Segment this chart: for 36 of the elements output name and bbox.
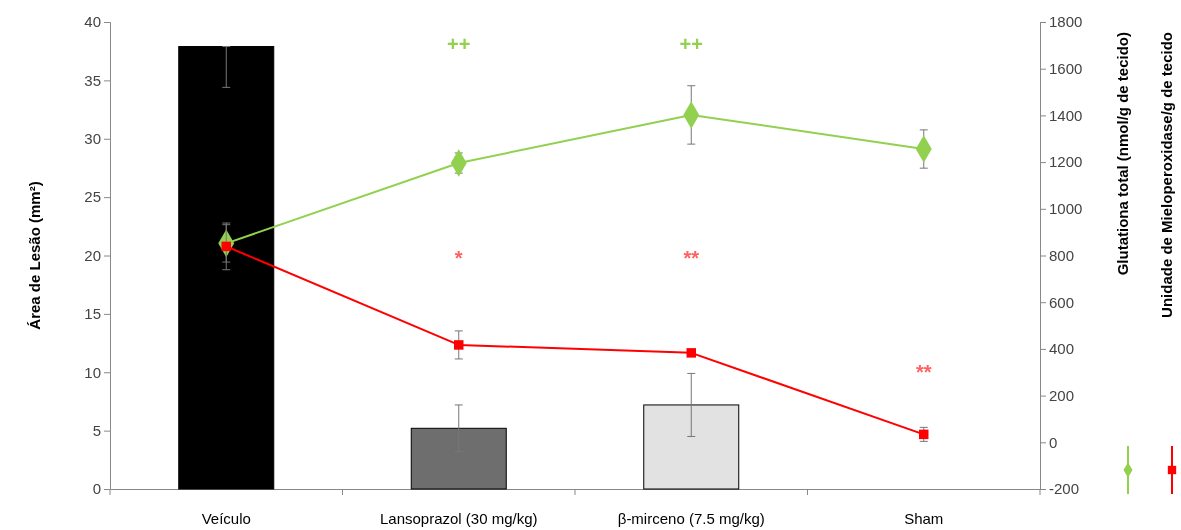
annotation: * — [454, 247, 463, 269]
x-tick-label: Veículo — [201, 509, 251, 527]
annotation: ++ — [447, 33, 471, 55]
y-tick-label: 20 — [84, 246, 101, 264]
y-tick-label: 0 — [92, 480, 101, 498]
y-tick-label: 35 — [84, 71, 101, 89]
y-tick-label: 30 — [84, 130, 101, 148]
y2-tick-label: 1400 — [1049, 106, 1083, 124]
y2-tick-label: 1000 — [1049, 200, 1083, 218]
point — [686, 348, 696, 358]
x-tick-label: Lansoprazol (30 mg/kg) — [379, 509, 538, 527]
y-axis-title: Área de Lesão (mm²) — [26, 181, 43, 330]
annotation: ++ — [679, 33, 703, 55]
y2-tick-label: 200 — [1049, 386, 1075, 404]
y2-tick-label: 1200 — [1049, 153, 1083, 171]
y2-tick-label: 1800 — [1049, 13, 1083, 31]
y2-tick-label: 1600 — [1049, 60, 1083, 77]
y-tick-label: 25 — [84, 188, 101, 206]
y-tick-label: 5 — [92, 421, 101, 439]
y2-tick-label: 400 — [1049, 340, 1075, 358]
bar — [643, 404, 740, 490]
annotation: ** — [915, 361, 932, 383]
y2-tick-label: 0 — [1049, 433, 1058, 451]
y-tick-label: 40 — [84, 13, 101, 31]
y2-axis-title: Glutationa total (nmol/g de tecido) — [1114, 32, 1131, 276]
x-tick-label: Sham — [904, 509, 944, 527]
bar — [178, 46, 275, 490]
y-tick-label: 15 — [84, 305, 101, 323]
y2-tick-label: -200 — [1049, 480, 1080, 498]
x-tick-label: β-mirceno (7.5 mg/kg) — [617, 509, 765, 527]
y-tick-label: 10 — [84, 363, 101, 381]
y2-tick-label: 600 — [1049, 293, 1075, 311]
annotation: ** — [683, 247, 700, 269]
y2-tick-label: 800 — [1049, 246, 1075, 264]
point — [454, 340, 464, 350]
y3-axis-title: Unidade de Mieloperoxidase/g de tecido — [1158, 32, 1175, 318]
